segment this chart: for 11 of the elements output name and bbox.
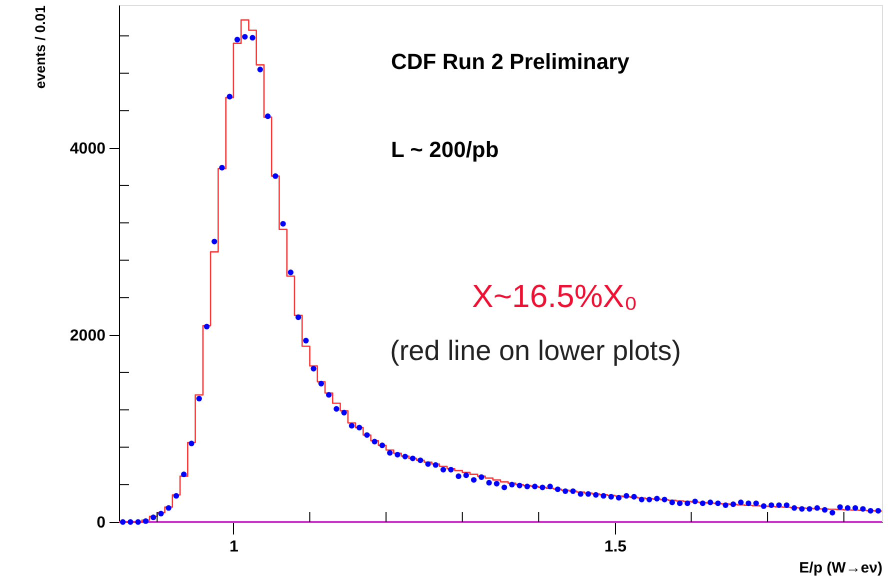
y-tick-label: 2000 — [70, 328, 106, 345]
y-axis-title: events / 0.01 — [32, 5, 48, 89]
annotation: (red line on lower plots) — [390, 335, 682, 366]
x-tick-label: 1.5 — [604, 538, 627, 556]
y-tick-label: 4000 — [70, 140, 106, 158]
annotation: L ~ 200/pb — [391, 137, 499, 162]
x-tick-label: 1 — [229, 538, 238, 556]
y-tick-label: 0 — [96, 514, 106, 532]
annotation: CDF Run 2 Preliminary — [391, 49, 630, 74]
x-axis-title: E/p (W→eν) — [799, 560, 882, 576]
annotation: X~16.5%X₀ — [472, 278, 638, 314]
